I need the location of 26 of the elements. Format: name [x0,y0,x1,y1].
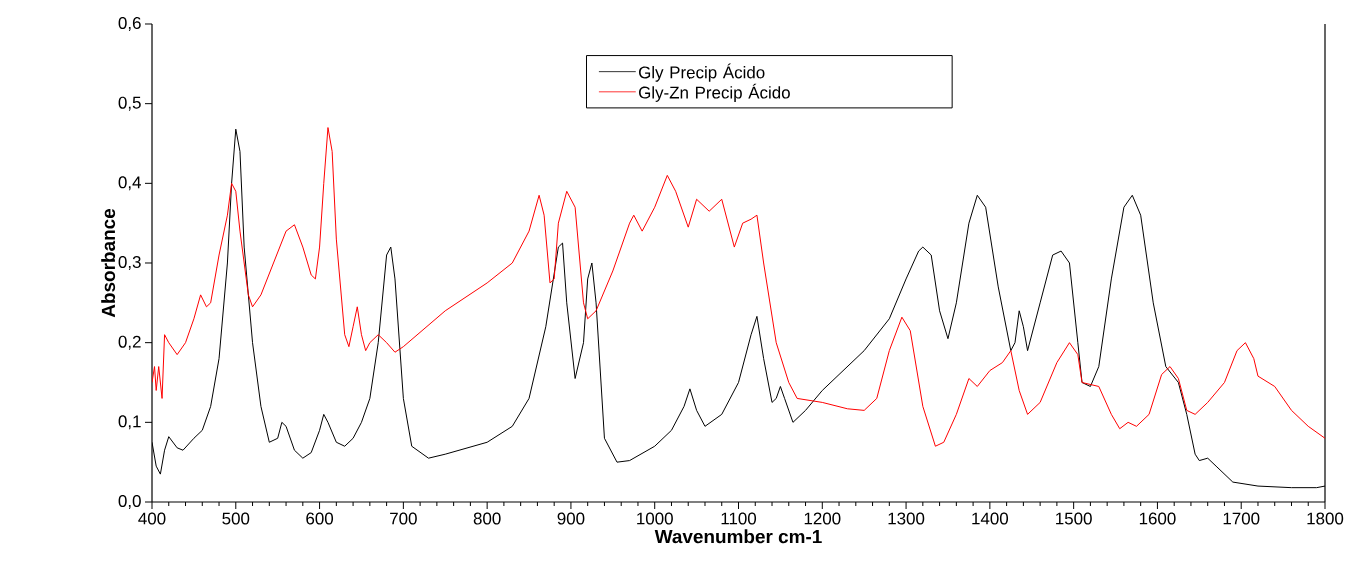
x-tick-label: 1200 [804,512,841,525]
x-axis-title: Wavenumber cm-1 [654,529,822,544]
x-tick-label: 700 [390,512,417,525]
y-tick-label: 0,3 [118,256,141,270]
x-tick-label: 900 [557,512,585,525]
x-tick-label: 1000 [637,512,673,525]
legend-label: Gly Precip Ácido [639,63,765,82]
x-tick-label: 1700 [1223,512,1260,525]
y-tick-label: 0,6 [118,17,141,31]
y-tick-label: 0,4 [118,176,141,191]
x-tick-label: 1600 [1139,512,1176,525]
x-tick-label: 600 [306,512,334,525]
x-tick-label: 1300 [888,512,925,525]
x-tick-label: 1100 [721,512,757,525]
x-tick-label: 1800 [1307,512,1344,525]
y-axis-title: Absorbance [101,208,116,318]
x-tick-label: 500 [222,512,250,525]
y-tick-label: 0,0 [118,495,141,509]
x-tick-label: 1500 [1056,512,1092,525]
x-tick-label: 400 [138,512,166,525]
legend-label: Gly-Zn Precip Ácido [639,83,790,102]
y-tick-label: 0,2 [118,335,141,350]
y-tick-label: 0,1 [118,415,141,430]
x-tick-label: 1400 [972,512,1009,525]
x-tick-label: 800 [473,512,501,525]
y-tick-label: 0,5 [118,96,141,111]
